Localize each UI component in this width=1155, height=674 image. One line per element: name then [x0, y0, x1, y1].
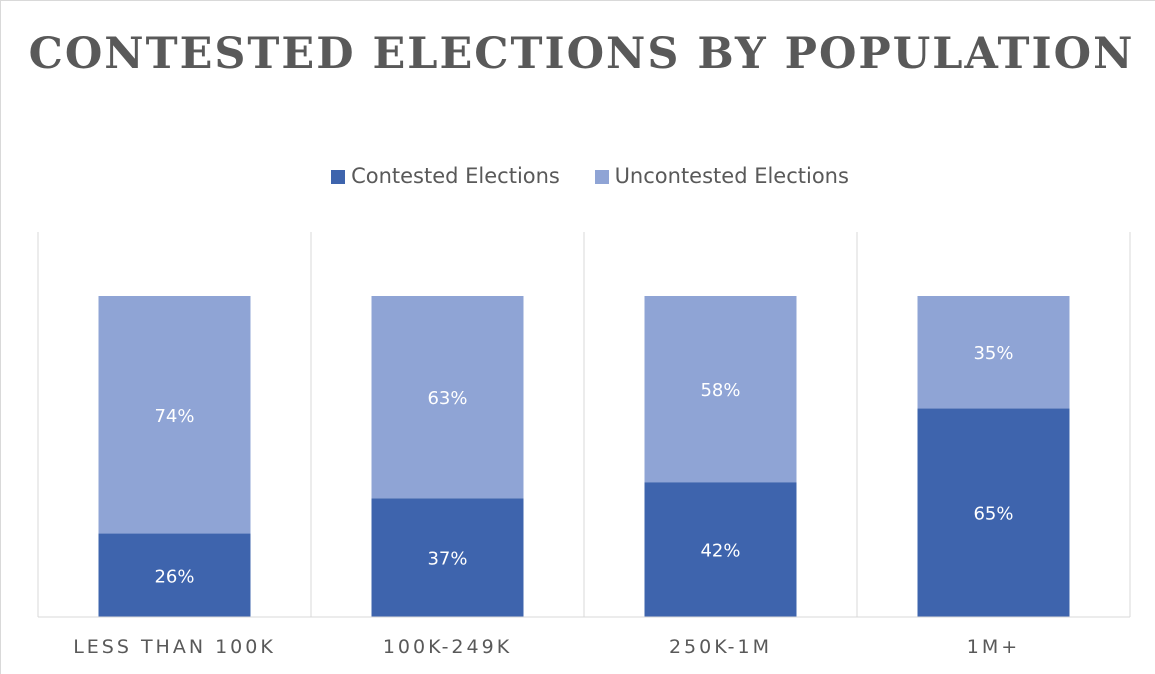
data-label: 35%	[973, 343, 1013, 364]
bar-uncontested	[98, 296, 251, 534]
bar-uncontested	[644, 296, 797, 483]
data-label: 42%	[700, 541, 740, 562]
legend-swatch-uncontested	[594, 170, 609, 184]
data-label: 74%	[154, 406, 194, 427]
chart-title: CONTESTED ELECTIONS BY POPULATION	[28, 29, 1135, 79]
bar-uncontested	[371, 296, 524, 499]
bar-contested	[644, 482, 797, 617]
bar-contested	[98, 533, 251, 617]
bar-uncontested	[917, 296, 1070, 409]
legend-label-contested: Contested Elections	[351, 164, 560, 188]
bar-contested	[917, 408, 1070, 617]
category-label: 250K-1M	[669, 636, 772, 658]
legend-swatch-contested	[331, 170, 346, 184]
legend-label-uncontested: Uncontested Elections	[614, 164, 849, 188]
legend: Contested Elections Uncontested Election…	[0, 163, 1155, 188]
legend-item-uncontested: Uncontested Elections	[594, 164, 849, 188]
data-label: 65%	[973, 504, 1013, 525]
data-label: 26%	[154, 566, 194, 587]
legend-item-contested: Contested Elections	[331, 164, 560, 188]
data-label: 58%	[700, 380, 740, 401]
category-label: LESS THAN 100K	[73, 636, 276, 658]
data-label: 37%	[427, 549, 467, 570]
data-label: 63%	[427, 388, 467, 409]
category-label: 100K-249K	[383, 636, 512, 658]
bar-contested	[371, 498, 524, 617]
category-label: 1M+	[967, 636, 1020, 658]
